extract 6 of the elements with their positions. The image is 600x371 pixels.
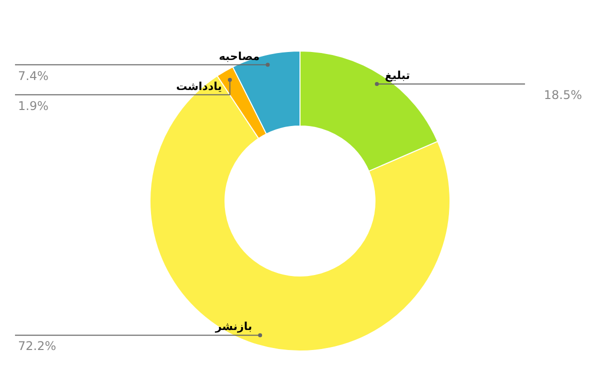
data-label: 18.5% [544, 88, 582, 102]
slice-label: مصاحبه [218, 50, 260, 63]
slice-label: تبلیغ [384, 68, 410, 82]
data-label: 1.9% [18, 98, 48, 113]
data-label: 72.2% [18, 339, 56, 354]
data-label: 7.4% [18, 68, 48, 83]
